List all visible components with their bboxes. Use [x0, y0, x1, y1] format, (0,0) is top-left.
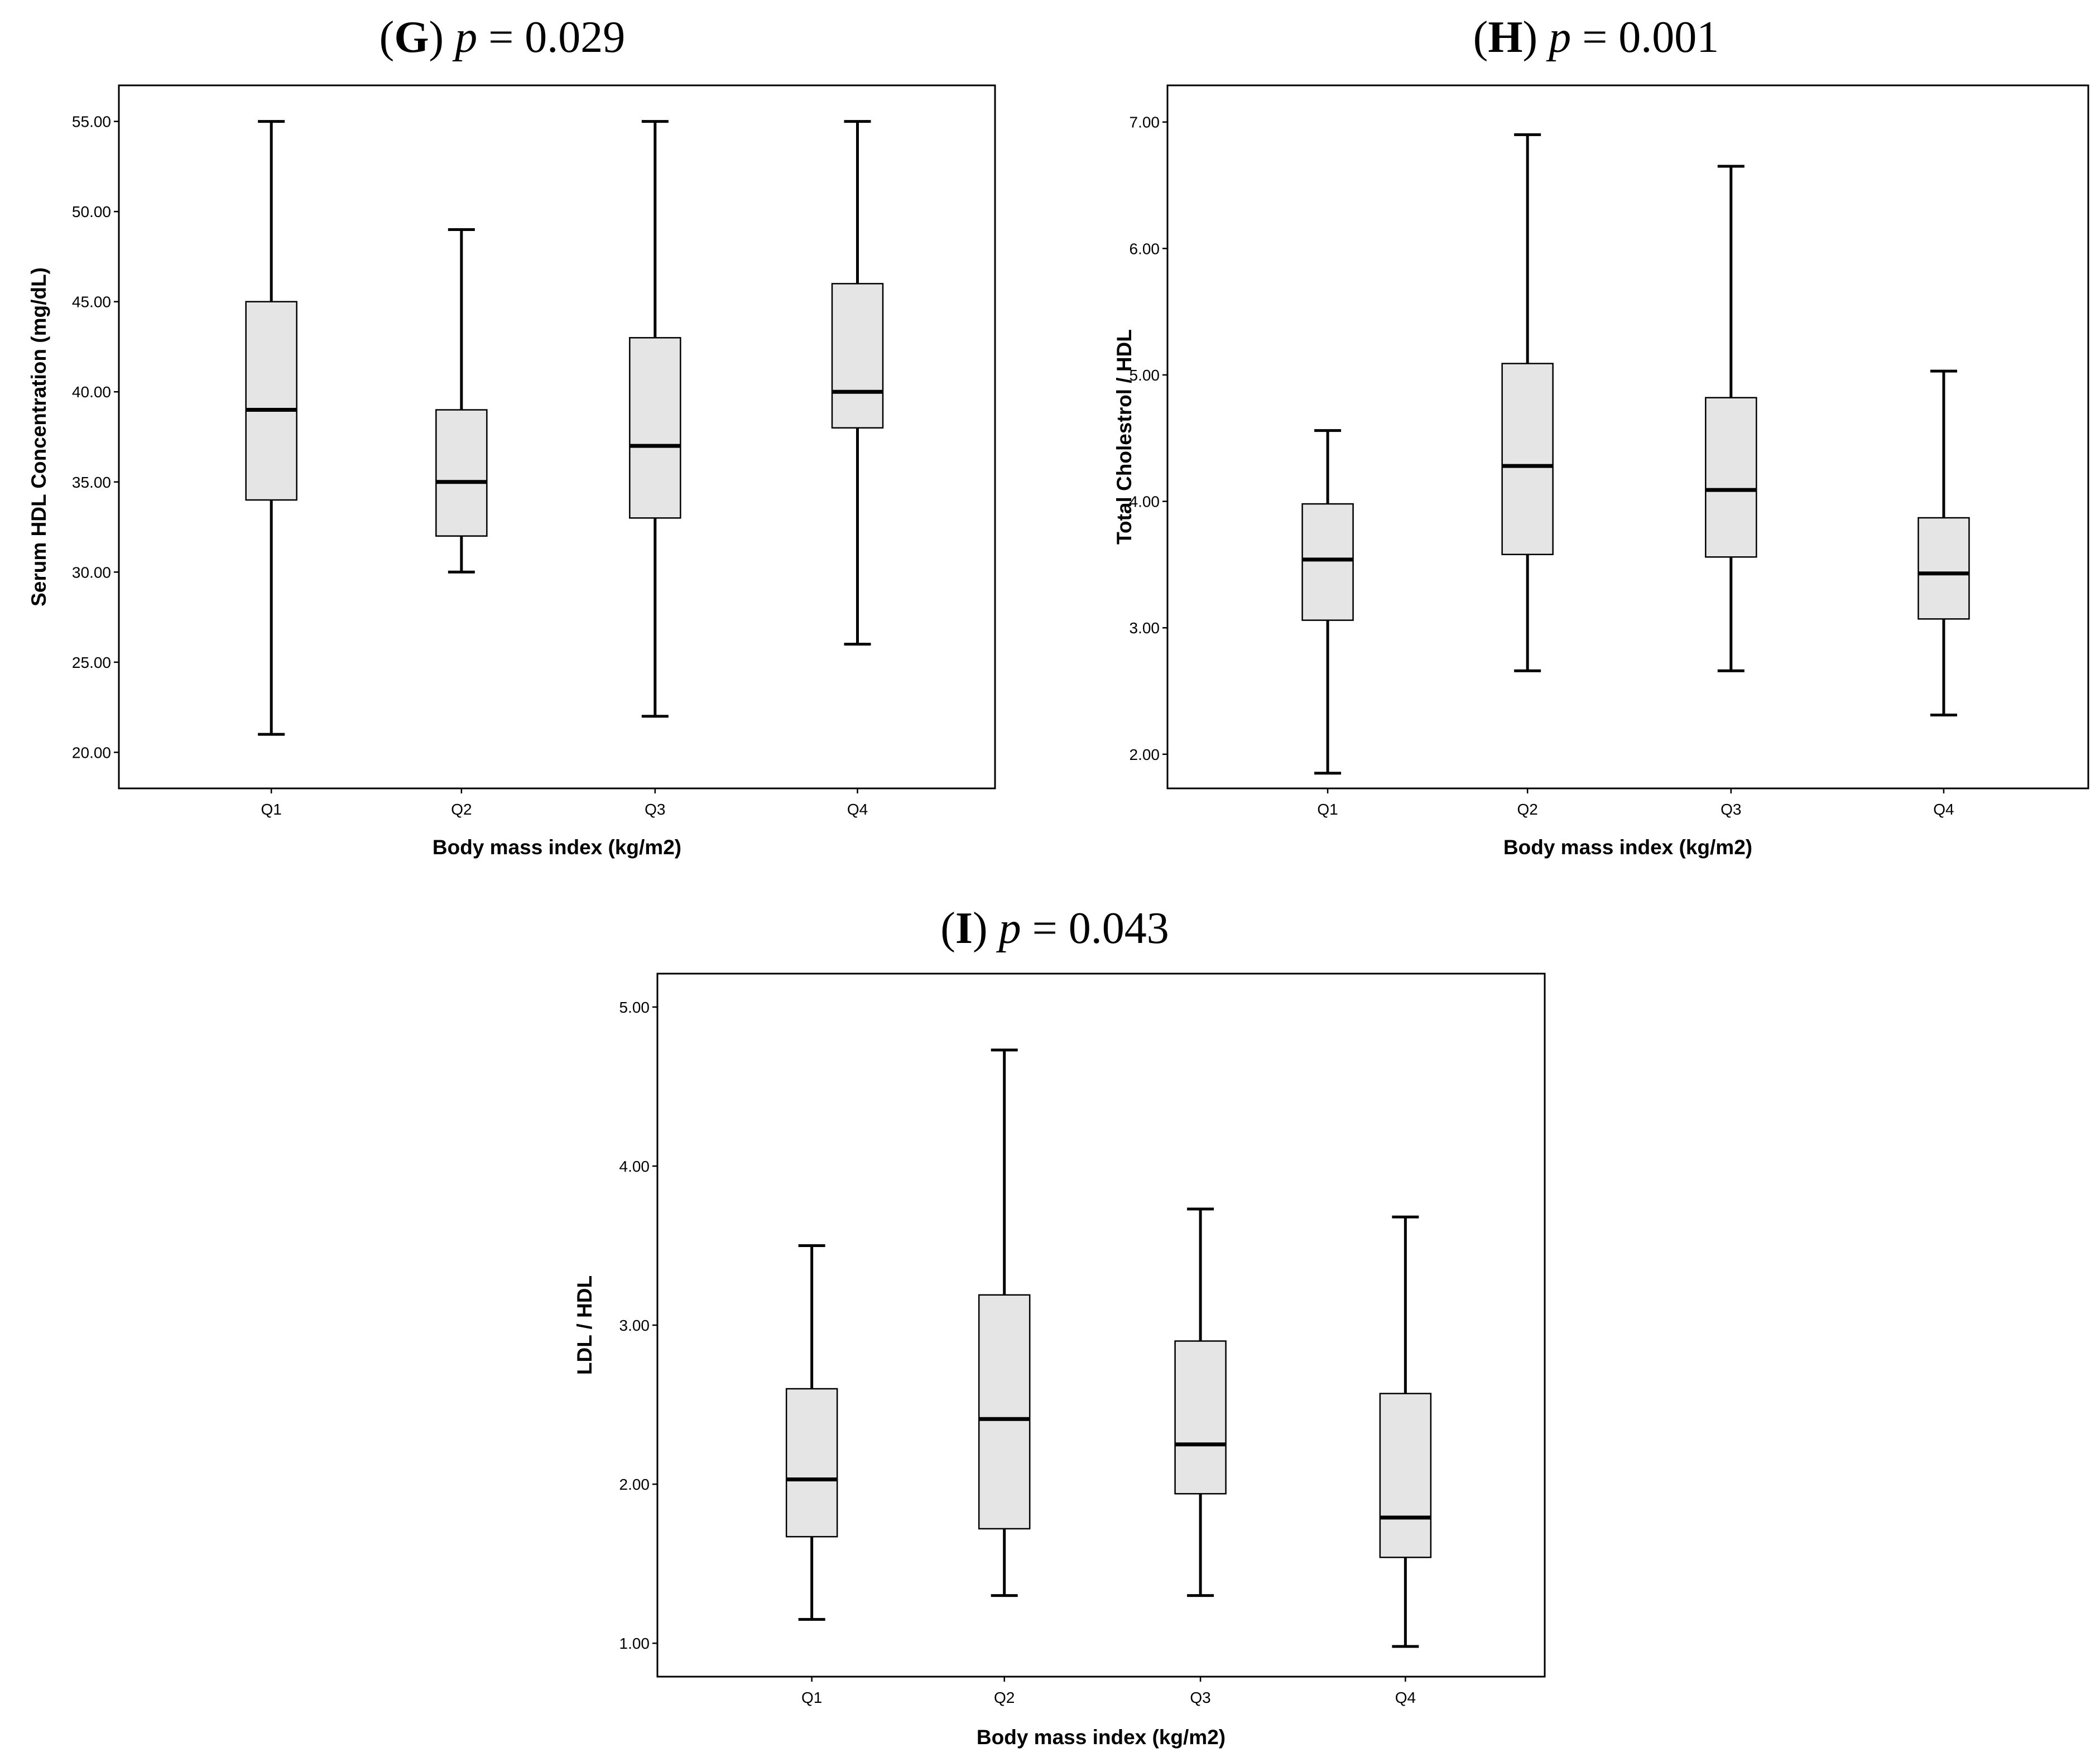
- y-tick-label: 1.00: [619, 1635, 650, 1652]
- title-panel-letter: I: [955, 904, 973, 953]
- title-close-paren: ): [1523, 13, 1549, 62]
- boxplot-q1: [245, 120, 297, 736]
- iqr-box: [1705, 397, 1757, 558]
- x-tick-label: Q1: [261, 801, 282, 818]
- y-tick-label: 7.00: [1130, 114, 1160, 131]
- title-p-value: = 0.001: [1571, 13, 1719, 62]
- boxplot-q3: [629, 120, 681, 718]
- title-p-symbol: p: [996, 904, 1021, 953]
- plot-frame: [1166, 84, 2089, 790]
- y-tick-label: 3.00: [1130, 619, 1160, 637]
- y-tick-label: 50.00: [72, 203, 111, 220]
- title-open-paren: (: [1473, 13, 1488, 62]
- title-panel-letter: H: [1488, 13, 1522, 62]
- x-tick-label: Q4: [847, 801, 868, 818]
- title-close-paren: ): [429, 13, 455, 62]
- y-axis-title: Total Cholestrol / HDL: [1113, 329, 1136, 545]
- iqr-box: [785, 1388, 838, 1538]
- x-tick-label: Q1: [1317, 801, 1338, 818]
- iqr-box: [435, 409, 488, 537]
- y-tick-label: 4.00: [1130, 493, 1160, 511]
- x-tick-label: Q4: [1395, 1689, 1416, 1706]
- x-axis-title: Body mass index (kg/m2): [1503, 836, 1752, 859]
- x-tick-label: Q2: [1517, 801, 1537, 818]
- boxplot-q3: [1174, 1207, 1227, 1597]
- x-axis-title: Body mass index (kg/m2): [977, 1726, 1226, 1749]
- panel-h: (H) p = 0.001 2.00 3.00 4.00 5.00 6.00 7.00 Q1 Q…: [1113, 13, 2089, 859]
- x-tick-label: Q1: [801, 1689, 822, 1706]
- title-p-symbol: p: [1546, 13, 1571, 62]
- x-tick-label: Q2: [451, 801, 472, 818]
- boxplot-q1: [785, 1244, 838, 1621]
- y-tick-label: 6.00: [1130, 240, 1160, 257]
- boxplot-q3: [1705, 165, 1757, 672]
- iqr-box: [1174, 1340, 1227, 1495]
- title-p-value: = 0.029: [477, 13, 625, 62]
- panel-title: (I) p = 0.043: [940, 904, 1169, 953]
- panel-i: (I) p = 0.043 1.00 2.00 3.00 4.00 5.00 Q1 Q2 Q3 Q…: [573, 904, 1546, 1749]
- iqr-box: [1918, 517, 1970, 620]
- y-tick-label: 4.00: [619, 1158, 650, 1175]
- y-tick-label: 3.00: [619, 1317, 650, 1334]
- boxplot-q1: [1301, 429, 1354, 775]
- y-tick-label: 5.00: [1130, 367, 1160, 384]
- y-tick-label: 40.00: [72, 383, 111, 401]
- boxplot-q2: [1501, 133, 1554, 672]
- boxplot-q4: [1918, 369, 1970, 717]
- iqr-box: [1301, 503, 1354, 621]
- title-open-paren: (: [940, 904, 955, 953]
- x-axis-title: Body mass index (kg/m2): [433, 836, 681, 859]
- boxplot-q4: [831, 120, 884, 646]
- plot-frame: [118, 84, 996, 790]
- panel-title: (G) p = 0.029: [379, 13, 626, 62]
- y-tick-label: 30.00: [72, 564, 111, 581]
- boxplot-q4: [1379, 1215, 1432, 1648]
- x-tick-label: Q4: [1933, 801, 1954, 818]
- y-axis-title: Serum HDL Concentration (mg/dL): [27, 267, 50, 606]
- title-p-value: = 0.043: [1021, 904, 1169, 953]
- x-tick-label: Q2: [994, 1689, 1015, 1706]
- y-axis-title: LDL / HDL: [573, 1275, 596, 1375]
- iqr-box: [978, 1294, 1031, 1530]
- title-close-paren: ): [973, 904, 999, 953]
- panel-title: (H) p = 0.001: [1473, 13, 1719, 62]
- title-panel-letter: G: [394, 13, 429, 62]
- title-open-paren: (: [379, 13, 395, 62]
- y-tick-label: 55.00: [72, 113, 111, 131]
- boxplot-q2: [978, 1048, 1031, 1597]
- title-p-symbol: p: [452, 13, 477, 62]
- y-tick-label: 25.00: [72, 654, 111, 671]
- y-tick-label: 2.00: [1130, 746, 1160, 763]
- iqr-box: [1379, 1393, 1432, 1558]
- boxplot-q2: [435, 228, 488, 574]
- x-tick-label: Q3: [645, 801, 665, 818]
- y-tick-label: 5.00: [619, 999, 650, 1016]
- y-tick-label: 35.00: [72, 474, 111, 491]
- y-tick-label: 45.00: [72, 293, 111, 311]
- iqr-box: [245, 301, 297, 501]
- iqr-box: [629, 337, 681, 519]
- panel-g: (G) p = 0.029 20.00 25.00 30.00 35.00 40.00 45…: [27, 13, 996, 859]
- iqr-box: [1501, 363, 1554, 556]
- y-tick-label: 20.00: [72, 744, 111, 761]
- iqr-box: [831, 283, 884, 429]
- x-tick-label: Q3: [1190, 1689, 1210, 1706]
- y-tick-label: 2.00: [619, 1476, 650, 1493]
- x-tick-label: Q3: [1721, 801, 1741, 818]
